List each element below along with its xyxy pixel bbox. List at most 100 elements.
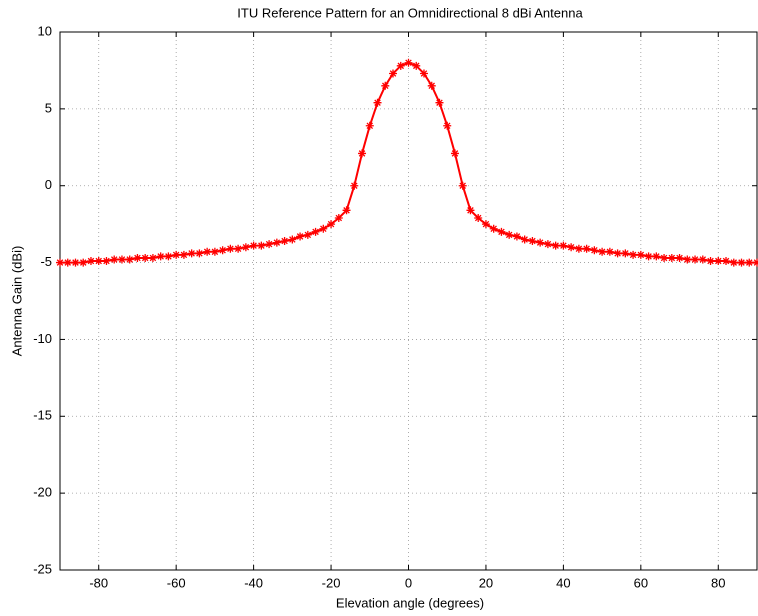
y-tick-label: -20 <box>33 485 52 500</box>
y-tick-label: -10 <box>33 331 52 346</box>
marker <box>265 240 274 249</box>
marker <box>327 220 336 229</box>
x-tick-label: 60 <box>634 575 648 590</box>
marker <box>117 255 126 264</box>
marker <box>450 149 459 158</box>
marker <box>234 244 243 253</box>
marker <box>458 181 467 190</box>
marker <box>590 246 599 255</box>
marker <box>203 247 212 256</box>
marker <box>94 257 103 266</box>
x-tick-label: 80 <box>711 575 725 590</box>
marker <box>683 255 692 264</box>
marker <box>729 258 738 267</box>
marker <box>474 213 483 222</box>
marker <box>241 243 250 252</box>
x-tick-label: -20 <box>322 575 341 590</box>
y-tick-label: -25 <box>33 561 52 576</box>
y-tick-label: -15 <box>33 408 52 423</box>
marker <box>605 247 614 256</box>
marker <box>543 240 552 249</box>
y-axis-label: Antenna Gain (dBi) <box>9 246 24 357</box>
marker <box>396 61 405 70</box>
marker <box>667 253 676 262</box>
marker <box>148 253 157 262</box>
marker <box>582 244 591 253</box>
marker <box>466 206 475 215</box>
x-axis-label: Elevation angle (degrees) <box>336 595 484 610</box>
marker <box>373 98 382 107</box>
marker <box>125 255 134 264</box>
marker <box>722 257 731 266</box>
marker <box>443 121 452 130</box>
marker <box>567 243 576 252</box>
marker <box>79 258 88 267</box>
marker <box>404 58 413 67</box>
x-tick-label: -60 <box>167 575 186 590</box>
marker <box>551 241 560 250</box>
marker <box>303 230 312 239</box>
marker <box>56 258 64 267</box>
marker <box>497 227 506 236</box>
marker <box>481 220 490 229</box>
marker <box>210 247 219 256</box>
marker <box>342 206 351 215</box>
marker <box>218 246 227 255</box>
marker <box>156 252 165 261</box>
marker <box>358 149 367 158</box>
marker <box>621 249 630 258</box>
marker <box>288 235 297 244</box>
marker <box>133 253 142 262</box>
chart-title: ITU Reference Pattern for an Omnidirecti… <box>237 5 583 20</box>
y-tick-label: 10 <box>38 23 52 38</box>
y-tick-label: 0 <box>45 177 52 192</box>
marker <box>745 258 754 267</box>
marker <box>172 250 181 259</box>
marker <box>528 237 537 246</box>
marker <box>435 98 444 107</box>
x-tick-label: 0 <box>405 575 412 590</box>
marker <box>319 224 328 233</box>
marker <box>574 244 583 253</box>
y-tick-label: -5 <box>40 254 52 269</box>
marker <box>141 253 150 262</box>
marker <box>427 81 436 90</box>
marker <box>71 258 80 267</box>
y-tick-label: 5 <box>45 100 52 115</box>
marker <box>644 252 653 261</box>
marker <box>675 253 684 262</box>
marker <box>660 253 669 262</box>
marker <box>179 250 188 259</box>
plot-frame <box>59 31 758 571</box>
marker <box>164 252 173 261</box>
marker <box>226 244 235 253</box>
marker <box>652 252 661 261</box>
x-tick-label: 40 <box>556 575 570 590</box>
marker <box>698 255 707 264</box>
marker <box>280 237 289 246</box>
marker <box>412 61 421 70</box>
marker <box>249 241 258 250</box>
x-tick-label: 20 <box>479 575 493 590</box>
marker <box>613 249 622 258</box>
marker <box>257 241 266 250</box>
marker <box>187 249 196 258</box>
marker <box>334 213 343 222</box>
marker <box>520 235 529 244</box>
marker <box>536 238 545 247</box>
marker <box>714 257 723 266</box>
marker <box>505 230 514 239</box>
marker <box>102 257 111 266</box>
x-tick-label: -40 <box>244 575 263 590</box>
marker <box>512 232 521 241</box>
marker <box>86 257 95 266</box>
marker <box>636 250 645 259</box>
marker <box>629 250 638 259</box>
marker <box>63 258 72 267</box>
marker <box>272 238 281 247</box>
marker <box>691 255 700 264</box>
x-tick-label: -80 <box>89 575 108 590</box>
marker <box>598 247 607 256</box>
